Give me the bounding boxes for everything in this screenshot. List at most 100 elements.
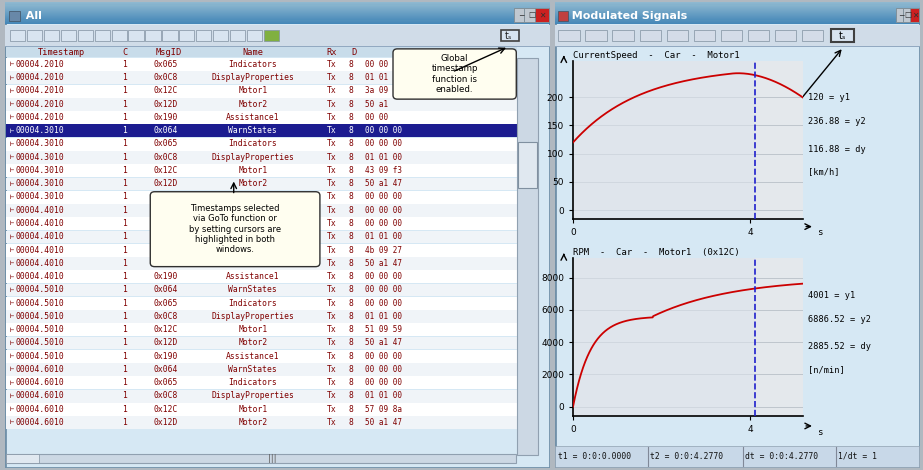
FancyBboxPatch shape <box>6 350 517 363</box>
Text: DisplayProperties: DisplayProperties <box>211 153 294 162</box>
Text: 4b 09 27: 4b 09 27 <box>365 245 402 255</box>
Text: 1: 1 <box>122 272 127 281</box>
Text: 8: 8 <box>349 352 354 360</box>
FancyBboxPatch shape <box>128 30 144 41</box>
FancyBboxPatch shape <box>555 2 920 468</box>
FancyBboxPatch shape <box>6 337 517 350</box>
Text: 00004.2010: 00004.2010 <box>16 60 65 69</box>
FancyBboxPatch shape <box>534 8 549 22</box>
Text: Timestamps
selected via
GoTo function
or by setting
cursors are
highlighted in
b: Timestamps selected via GoTo function or… <box>588 288 650 359</box>
Text: 0x12C: 0x12C <box>153 245 178 255</box>
Text: Global
timestamp
function is
enabled.: Global timestamp function is enabled. <box>735 131 784 172</box>
Text: DisplayProperties: DisplayProperties <box>211 232 294 241</box>
FancyBboxPatch shape <box>613 30 634 41</box>
Text: Motor2: Motor2 <box>238 418 268 427</box>
Text: 00 00: 00 00 <box>365 60 388 69</box>
Text: Tx: Tx <box>327 405 337 414</box>
Text: CurrentSpeed  -  Car  -  Motor1: CurrentSpeed - Car - Motor1 <box>573 51 739 60</box>
Text: 120 = y1: 120 = y1 <box>808 93 850 102</box>
Text: Motor2: Motor2 <box>238 179 268 188</box>
FancyBboxPatch shape <box>524 8 539 22</box>
Text: [n/min]: [n/min] <box>808 365 845 374</box>
FancyBboxPatch shape <box>555 22 920 23</box>
Text: 00 00 00: 00 00 00 <box>365 378 402 387</box>
Text: Tx: Tx <box>327 338 337 347</box>
Text: Motor1: Motor1 <box>238 245 268 255</box>
Text: 4001 = y1: 4001 = y1 <box>808 290 855 299</box>
Text: 8: 8 <box>349 206 354 215</box>
Text: Motor2: Motor2 <box>238 338 268 347</box>
Text: DisplayProperties: DisplayProperties <box>211 312 294 321</box>
FancyBboxPatch shape <box>6 138 517 150</box>
Text: 00004.2010: 00004.2010 <box>16 86 65 95</box>
FancyBboxPatch shape <box>5 19 550 21</box>
Text: Name: Name <box>243 47 263 57</box>
FancyBboxPatch shape <box>6 310 517 323</box>
Text: 3a 09: 3a 09 <box>365 86 388 95</box>
FancyBboxPatch shape <box>555 23 920 24</box>
FancyBboxPatch shape <box>393 49 516 99</box>
Text: 0x064: 0x064 <box>153 206 178 215</box>
FancyBboxPatch shape <box>5 8 550 9</box>
Text: 8: 8 <box>349 126 354 135</box>
Text: Tx: Tx <box>327 206 337 215</box>
Text: 00004.5010: 00004.5010 <box>16 338 65 347</box>
Text: 00004.5010: 00004.5010 <box>16 298 65 307</box>
FancyBboxPatch shape <box>774 30 796 41</box>
Text: RPM  -  Car  -  Motor1  (0x12C): RPM - Car - Motor1 (0x12C) <box>573 249 739 258</box>
Text: 00 00 00: 00 00 00 <box>365 352 402 360</box>
Text: 1: 1 <box>122 245 127 255</box>
FancyBboxPatch shape <box>802 30 823 41</box>
Text: ⊢: ⊢ <box>10 62 15 67</box>
Text: ⊢: ⊢ <box>10 300 15 306</box>
FancyBboxPatch shape <box>162 30 177 41</box>
FancyBboxPatch shape <box>145 30 161 41</box>
Text: 8: 8 <box>349 153 354 162</box>
Text: Tx: Tx <box>327 298 337 307</box>
Text: 1: 1 <box>122 405 127 414</box>
FancyBboxPatch shape <box>6 178 517 190</box>
Text: ⊢: ⊢ <box>10 406 15 412</box>
Text: 50 a1 47: 50 a1 47 <box>365 338 402 347</box>
FancyBboxPatch shape <box>5 2 550 468</box>
Text: ⊢: ⊢ <box>10 167 15 173</box>
Text: ⊢: ⊢ <box>10 180 15 187</box>
Text: 1: 1 <box>122 338 127 347</box>
Text: Tx: Tx <box>327 365 337 374</box>
FancyBboxPatch shape <box>519 142 537 188</box>
FancyBboxPatch shape <box>6 363 517 376</box>
Text: Indicators: Indicators <box>228 140 277 149</box>
Text: 8: 8 <box>349 285 354 294</box>
Text: 00004.3010: 00004.3010 <box>16 179 65 188</box>
Text: 00004.5010: 00004.5010 <box>16 285 65 294</box>
FancyBboxPatch shape <box>666 30 688 41</box>
Text: 8: 8 <box>349 392 354 400</box>
FancyBboxPatch shape <box>6 151 517 164</box>
Text: ⊢: ⊢ <box>10 313 15 319</box>
Text: Timestamps selected
via GoTo function or
by setting cursors are
highlighted in b: Timestamps selected via GoTo function or… <box>189 204 282 254</box>
Text: 00004.5010: 00004.5010 <box>16 312 65 321</box>
Text: 8: 8 <box>349 219 354 228</box>
Text: Assistance1: Assistance1 <box>226 352 280 360</box>
Text: |||: ||| <box>268 454 276 463</box>
FancyBboxPatch shape <box>6 297 517 310</box>
Text: Tx: Tx <box>327 219 337 228</box>
FancyBboxPatch shape <box>6 416 517 429</box>
Text: Tx: Tx <box>327 272 337 281</box>
Text: 01 01 00: 01 01 00 <box>365 312 402 321</box>
FancyBboxPatch shape <box>196 30 211 41</box>
FancyBboxPatch shape <box>5 14 550 15</box>
Text: ⊢: ⊢ <box>10 419 15 425</box>
FancyBboxPatch shape <box>555 4 920 6</box>
Text: ⊢: ⊢ <box>10 366 15 372</box>
Text: 00004.2010: 00004.2010 <box>16 113 65 122</box>
Text: 00004.4010: 00004.4010 <box>16 272 65 281</box>
Text: 00004.6010: 00004.6010 <box>16 392 65 400</box>
Text: ✕: ✕ <box>539 10 545 19</box>
FancyBboxPatch shape <box>6 257 517 270</box>
Text: 01 01: 01 01 <box>365 73 388 82</box>
Text: 116.88 = dy: 116.88 = dy <box>808 144 866 154</box>
Text: Tx: Tx <box>327 378 337 387</box>
Text: t2 = 0:0:4.2770: t2 = 0:0:4.2770 <box>650 452 723 461</box>
Text: 0x12C: 0x12C <box>153 325 178 334</box>
